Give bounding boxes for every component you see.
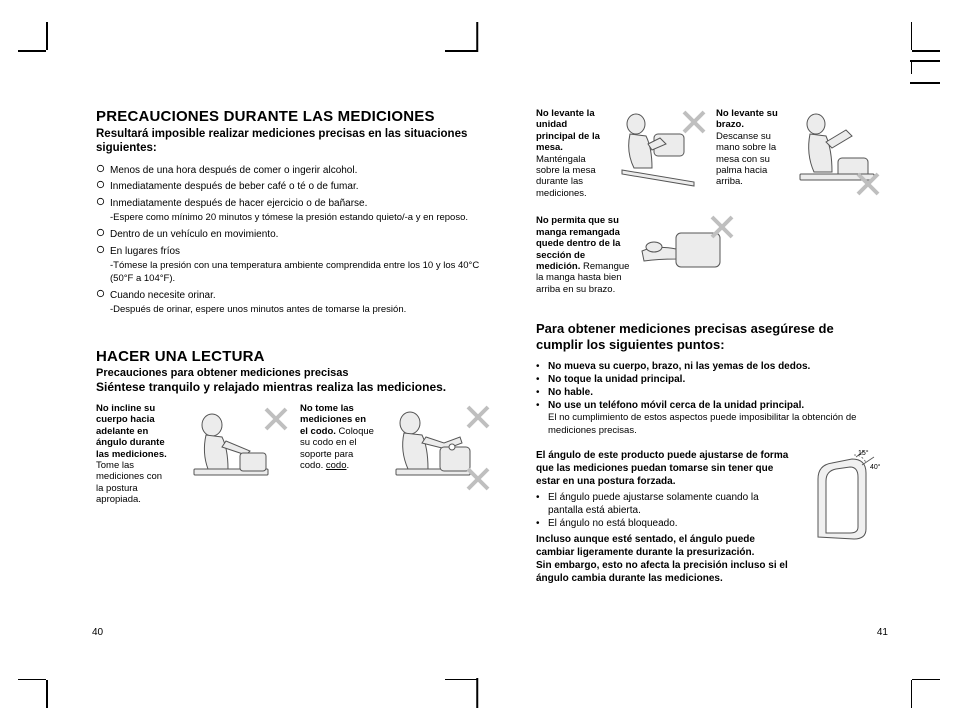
tip-sleeve: No permita que su manga remangada quede … xyxy=(536,215,736,295)
bullet-icon xyxy=(96,164,106,178)
bullet-icon xyxy=(96,228,106,242)
svg-text:15°: 15° xyxy=(858,449,869,457)
bullet-icon xyxy=(96,245,106,259)
bullet-icon xyxy=(96,289,106,303)
svg-text:40°: 40° xyxy=(870,463,880,471)
bullet-icon xyxy=(96,180,106,194)
heading-precautions: PRECAUCIONES DURANTE LAS MEDICIONES xyxy=(96,108,492,125)
tip-no-raise-arm: No levante su brazo. Descanse su mano so… xyxy=(716,108,880,201)
subhead-sit: Siéntese tranquilo y relajado mientras r… xyxy=(96,380,492,395)
situation-list: Menos de una hora después de comer o ing… xyxy=(96,164,492,317)
illus-lift-unit xyxy=(610,108,706,190)
page-number-right: 41 xyxy=(877,627,888,638)
bullet-icon xyxy=(96,197,106,211)
illus-angle: 15° 40° xyxy=(802,449,880,549)
subhead-precautions-reading: Precauciones para obtener mediciones pre… xyxy=(96,367,492,379)
illus-elbow xyxy=(382,403,490,495)
ensure-list: •No mueva su cuerpo, brazo, ni las yemas… xyxy=(536,360,880,437)
page-right: No levante la unidad principal de la mes… xyxy=(536,108,880,585)
page-number-left: 40 xyxy=(92,627,103,638)
illus-sleeve xyxy=(636,215,736,285)
illus-lean xyxy=(178,403,288,495)
subhead-situations: Resultará imposible realizar mediciones … xyxy=(96,127,492,156)
tip-no-lift-unit: No levante la unidad principal de la mes… xyxy=(536,108,706,201)
heading-ensure: Para obtener mediciones precisas asegúre… xyxy=(536,321,880,352)
illus-raise-arm xyxy=(786,108,880,198)
tip-no-elbow: No tome las mediciones en el codo. Coloq… xyxy=(300,403,490,506)
heading-reading: HACER UNA LECTURA xyxy=(96,348,492,365)
tip-no-lean: No incline su cuerpo hacia adelante en á… xyxy=(96,403,288,506)
page-spread: PRECAUCIONES DURANTE LAS MEDICIONES Resu… xyxy=(96,108,880,585)
page-left: PRECAUCIONES DURANTE LAS MEDICIONES Resu… xyxy=(96,108,492,585)
